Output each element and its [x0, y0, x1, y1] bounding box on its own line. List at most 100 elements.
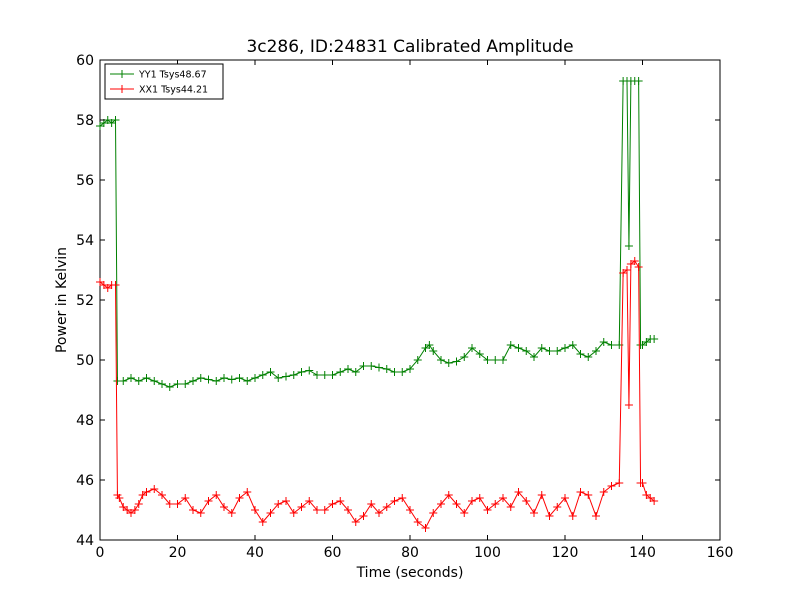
series-1-marker: [444, 491, 453, 499]
series-1-marker: [630, 257, 639, 265]
series-0-marker: [235, 374, 244, 382]
x-tick-label: 0: [96, 545, 105, 561]
series-1-marker: [634, 263, 643, 271]
x-tick-label: 20: [169, 545, 187, 561]
series-0-marker: [220, 374, 228, 382]
series-0-marker: [282, 372, 290, 381]
series-1-marker: [220, 503, 228, 511]
ticks-group: 0 20 40 60 80 100 120 140 160 44 46 48 50 52 54 56 58 60: [76, 53, 733, 561]
series-1-marker: [212, 491, 221, 499]
series-0-marker: [561, 344, 569, 352]
series-0-marker: [181, 380, 190, 388]
series-1-marker: [491, 500, 500, 508]
series-1-marker: [111, 281, 120, 289]
series-0-marker: [274, 374, 283, 382]
series-0-marker: [266, 368, 275, 376]
series-0-marker: [173, 380, 182, 388]
series-1-marker: [251, 506, 259, 514]
series-0-marker: [499, 356, 507, 364]
series-1-marker: [530, 509, 538, 517]
series-0-marker: [227, 375, 236, 384]
chart-title: 3c286, ID:24831 Calibrated Amplitude: [246, 37, 573, 57]
series-0-marker: [313, 371, 321, 379]
series-0-marker: [514, 344, 523, 352]
series-0-marker: [429, 347, 438, 355]
legend-box: [104, 63, 224, 100]
y-tick-label: 52: [76, 293, 94, 309]
legend: YY1 Tsys48.67 XX1 Tsys44.21: [104, 63, 224, 100]
series-1-marker: [115, 494, 124, 502]
series-1-marker: [328, 500, 337, 508]
series-1-marker: [584, 491, 593, 499]
series-1-marker: [599, 488, 608, 496]
series-0-marker: [553, 347, 562, 355]
series-0-marker: [460, 353, 469, 361]
series-1-marker: [351, 518, 360, 526]
series-1-marker: [382, 503, 391, 511]
series-1-marker: [243, 488, 252, 496]
series-1-marker: [289, 509, 298, 517]
series-1-marker: [545, 512, 554, 520]
series-0-marker: [537, 344, 546, 352]
series-0-marker: [127, 374, 135, 382]
series-0-marker: [251, 374, 259, 382]
series-1-marker: [204, 497, 213, 505]
series-0-marker: [475, 350, 484, 358]
series-0-marker: [413, 356, 422, 364]
y-tick-label: 50: [76, 353, 94, 369]
legend-marker-xx1: [118, 85, 126, 93]
series-0-marker: [142, 374, 151, 382]
x-tick-label: 100: [474, 545, 501, 561]
series-0-marker: [592, 347, 600, 355]
series-1-marker: [460, 509, 469, 517]
series-0-marker: [468, 344, 476, 352]
series-1-marker: [165, 500, 174, 508]
series-1-marker: [413, 518, 422, 526]
x-tick-label: 160: [707, 545, 734, 561]
y-tick-label: 54: [76, 233, 94, 249]
series-1-marker: [638, 479, 647, 487]
series-1-marker: [437, 500, 445, 508]
y-tick-label: 56: [76, 173, 94, 189]
series-1-marker: [624, 401, 633, 409]
series-0-marker: [204, 375, 213, 384]
series-1-marker: [227, 509, 236, 517]
series-1-marker: [130, 506, 139, 514]
series-1-marker: [576, 488, 585, 496]
series-1-marker: [189, 506, 197, 514]
series-1-marker: [266, 509, 275, 517]
series-group: [96, 77, 659, 532]
series-0-marker: [351, 368, 360, 376]
series-1-marker: [274, 500, 283, 508]
legend-label-yy1: YY1 Tsys48.67: [138, 70, 207, 81]
series-0-marker: [243, 377, 252, 385]
series-0-marker: [390, 368, 399, 376]
series-1-marker: [452, 500, 461, 508]
series-1-marker: [421, 524, 430, 532]
series-1-marker: [313, 506, 321, 514]
series-0-marker: [134, 377, 143, 385]
series-0-marker: [150, 377, 159, 385]
series-0-marker: [522, 347, 531, 355]
series-1-marker: [553, 503, 562, 511]
series-1-marker: [390, 497, 399, 505]
series-0-marker: [375, 363, 383, 372]
series-1-marker: [336, 497, 345, 505]
series-0-marker: [258, 371, 267, 379]
series-0-marker: [111, 116, 120, 124]
series-1-marker: [235, 494, 244, 502]
series-0-marker: [398, 368, 407, 376]
series-0-marker: [328, 371, 337, 379]
series-1-marker: [468, 497, 476, 505]
y-tick-label: 48: [76, 413, 94, 429]
series-1-marker: [344, 506, 352, 514]
series-1-marker: [522, 497, 531, 505]
series-0-marker: [530, 353, 538, 361]
series-1-marker: [181, 494, 190, 502]
series-1-marker: [305, 497, 314, 505]
series-1-marker: [158, 491, 166, 499]
series-0-marker: [382, 365, 391, 373]
series-1-marker: [297, 503, 306, 511]
series-0-marker: [452, 357, 461, 366]
x-tick-label: 120: [552, 545, 579, 561]
